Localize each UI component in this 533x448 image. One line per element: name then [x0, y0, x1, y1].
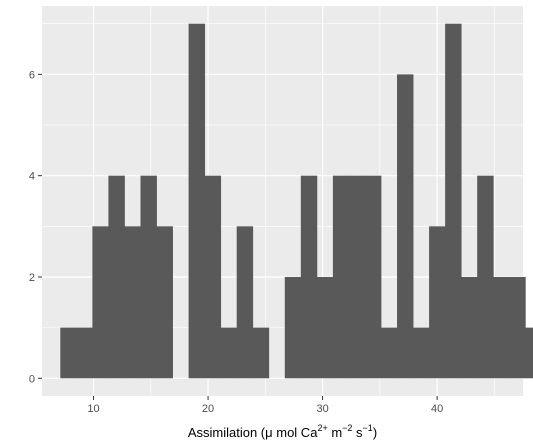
histogram-bar — [252, 327, 270, 379]
histogram-bar — [236, 226, 254, 379]
x-axis-title-mu: μ — [265, 425, 273, 440]
histogram-bars — [60, 23, 533, 379]
x-axis-title-ca-superscript: 2+ — [317, 423, 327, 433]
x-axis-title-m-superscript: −2 — [342, 423, 352, 433]
x-axis-title: Assimilation (μ mol Ca2+ m−2 s−1) — [188, 423, 377, 440]
x-axis-ticks: 10 20 30 40 — [87, 396, 443, 415]
histogram-bar — [348, 175, 366, 379]
histogram-bar — [156, 226, 173, 379]
histogram-bar — [316, 276, 334, 379]
histogram-bar — [493, 276, 510, 379]
y-tick-label: 0 — [29, 373, 35, 385]
y-axis-ticks: 0 2 4 6 — [29, 69, 42, 385]
histogram-bar — [124, 226, 141, 379]
histogram-bar — [429, 226, 446, 379]
histogram-bar — [445, 23, 462, 379]
histogram-bar — [413, 327, 430, 379]
histogram-bar — [300, 175, 318, 379]
y-tick-label: 6 — [29, 69, 35, 81]
histogram-bar — [525, 327, 533, 379]
x-axis-title-s: s — [352, 425, 363, 440]
histogram-bar — [140, 175, 157, 379]
histogram-bar — [220, 327, 238, 379]
histogram-bar — [477, 175, 494, 379]
histogram-bar — [364, 175, 382, 379]
histogram-bar — [108, 175, 125, 379]
y-tick-label: 4 — [29, 171, 35, 183]
histogram-bar — [380, 327, 398, 379]
histogram-bar — [397, 74, 414, 379]
histogram-bar — [60, 327, 77, 379]
histogram-bar — [461, 276, 478, 379]
x-tick-label: 40 — [431, 403, 443, 415]
x-axis-title-s-superscript: −1 — [363, 423, 373, 433]
histogram-bar — [92, 226, 109, 379]
x-tick-label: 10 — [87, 403, 99, 415]
histogram-bar — [284, 276, 302, 379]
x-tick-label: 30 — [316, 403, 328, 415]
x-axis-title-suffix: ) — [373, 425, 377, 440]
x-axis-title-prefix: Assimilation ( — [188, 425, 266, 440]
histogram-bar — [204, 175, 222, 379]
histogram-bar — [76, 327, 93, 379]
x-axis-title-m: m — [328, 425, 342, 440]
histogram-bar — [332, 175, 350, 379]
x-axis-title-mol: mol Ca — [273, 425, 319, 440]
histogram-bar — [188, 23, 206, 379]
histogram-bar — [509, 276, 526, 379]
y-tick-label: 2 — [29, 272, 35, 284]
x-tick-label: 20 — [202, 403, 214, 415]
